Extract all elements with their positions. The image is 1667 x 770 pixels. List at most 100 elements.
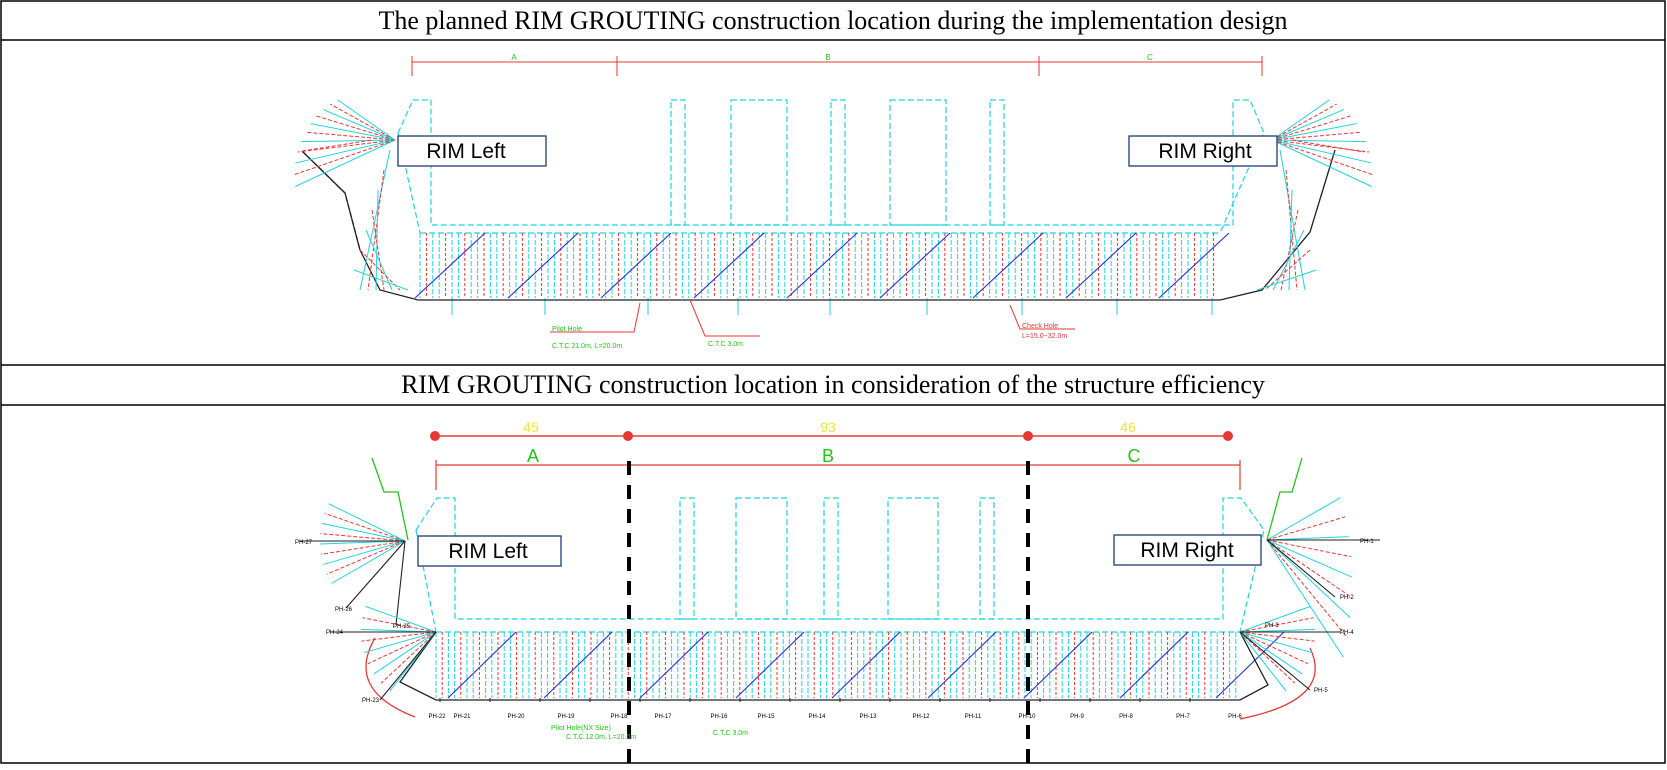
bottom-rim-right-box: RIM Right xyxy=(1113,534,1262,566)
rim-fan-hole xyxy=(1266,539,1353,578)
top-rim-right-label: RIM Right xyxy=(1158,140,1252,163)
rim-fan-hole xyxy=(371,209,385,291)
top-cross-section: A B C RIM xyxy=(294,53,1373,350)
bottom-section-a-label: A xyxy=(527,446,539,466)
rim-fan-hole xyxy=(1271,131,1362,141)
rim-fan-hole xyxy=(365,229,393,291)
rim-fan-hole xyxy=(310,123,396,141)
pilot-hole-diagonal xyxy=(786,232,858,299)
rim-fan-hole xyxy=(1256,269,1317,291)
bottom-grout-curtain xyxy=(435,631,1285,702)
bottom-hole-label-ph23: PH-23 xyxy=(362,698,380,704)
bottom-section-c-label: C xyxy=(1128,446,1141,466)
rim-fan-hole xyxy=(328,503,406,542)
pilot-hole-diagonal xyxy=(507,232,579,299)
rim-fan-hole xyxy=(1239,631,1315,642)
top-section-a-label: A xyxy=(511,53,517,62)
rim-fan-hole xyxy=(365,605,437,633)
rim-fan-hole xyxy=(373,631,437,675)
rim-fan-hole xyxy=(359,149,391,291)
pilot-hole-diagonal xyxy=(693,232,765,299)
rim-fan-hole xyxy=(295,139,396,164)
rim-fan-hole xyxy=(1271,99,1330,141)
rim-fan-hole xyxy=(330,103,396,141)
hole-label-ph-16: PH-16 xyxy=(710,714,728,720)
top-pilot-hole-title: Pilot Hole xyxy=(552,326,582,333)
rim-fan-hole xyxy=(1266,539,1348,638)
rim-fan-hole xyxy=(363,631,437,654)
rim-fan-hole xyxy=(297,139,396,153)
top-check-hole-title: Check Hole xyxy=(1022,323,1058,330)
rim-fan-hole xyxy=(361,631,437,642)
top-rim-fans xyxy=(294,99,1373,291)
rim-fan-hole xyxy=(1239,631,1309,665)
bottom-length-line xyxy=(430,431,1233,441)
bottom-hole-label-ph27: PH-27 xyxy=(295,540,313,546)
rim-fan-hole xyxy=(321,522,406,542)
rim-fan-hole xyxy=(362,617,437,633)
rim-fan-hole xyxy=(1272,229,1305,291)
pilot-hole-diagonal xyxy=(831,631,901,699)
bottom-length-a: 45 xyxy=(523,419,539,435)
rim-fan-hole xyxy=(1271,115,1351,141)
bottom-length-c: 46 xyxy=(1120,419,1136,435)
bottom-hole-label-row: PH-22 PH-21 PH-20 PH-19 PH-18 PH-17 PH-16 PH-15… xyxy=(428,714,1242,720)
pilot-hole-diagonal xyxy=(414,232,486,299)
rim-fan-hole xyxy=(359,249,401,291)
rim-fan-hole xyxy=(1266,539,1352,558)
pilot-hole-diagonal xyxy=(1119,631,1189,699)
hole-label-ph-21: PH-21 xyxy=(453,714,471,720)
hole-label-ph-13: PH-13 xyxy=(859,714,877,720)
pilot-hole-diagonal xyxy=(1023,631,1093,699)
bottom-section-dividers xyxy=(627,461,1030,765)
rim-fan-hole xyxy=(324,512,406,542)
rim-fan-hole xyxy=(323,540,406,565)
rim-fan-hole xyxy=(1271,103,1337,141)
top-check-hole-spec: L=15.0~32.0m xyxy=(1022,333,1067,340)
pilot-hole-diagonal xyxy=(447,631,517,699)
bottom-rim-right-label: RIM Right xyxy=(1140,539,1234,562)
rim-fan-hole xyxy=(353,269,409,291)
top-notes xyxy=(550,299,1075,337)
bottom-ground-slopes xyxy=(371,457,1303,541)
rim-fan-hole xyxy=(301,139,396,143)
pilot-hole-diagonal xyxy=(1065,232,1137,299)
pilot-hole-diagonal xyxy=(927,631,997,699)
rim-pilot-hole xyxy=(1266,539,1336,598)
rim-fan-hole xyxy=(1280,209,1299,291)
bottom-hole-label-ph4: PH-4 xyxy=(1340,630,1354,636)
rim-fan-hole xyxy=(1239,631,1287,692)
bottom-pilot-hole-spec: C.T.C 12.0m, L=20.0m xyxy=(566,734,636,741)
rim-fan-hole xyxy=(1239,631,1303,675)
rim-fan-hole xyxy=(1288,189,1293,291)
top-rim-right-box: RIM Right xyxy=(1128,135,1278,167)
rim-fan-hole xyxy=(367,631,437,665)
bottom-hole-label-ph24: PH-24 xyxy=(326,630,344,636)
rim-fan-hole xyxy=(1239,631,1313,654)
bottom-ctc-note: C.T.C 3.0m xyxy=(713,730,748,737)
rim-fan-hole xyxy=(1271,139,1366,143)
hole-label-ph-12: PH-12 xyxy=(912,714,930,720)
rim-fan-hole xyxy=(331,540,406,584)
top-rim-left-box: RIM Left xyxy=(397,135,547,167)
hole-label-ph-14: PH-14 xyxy=(808,714,826,720)
bottom-panel-title: RIM GROUTING construction location in co… xyxy=(401,370,1265,399)
top-section-c-label: C xyxy=(1147,53,1153,62)
rim-pilot-hole xyxy=(345,540,406,609)
pilot-hole-diagonal xyxy=(1215,631,1285,699)
hole-label-ph-17: PH-17 xyxy=(654,714,672,720)
bottom-length-node-4 xyxy=(1223,431,1233,441)
rim-fan-hole xyxy=(1291,139,1365,153)
bottom-rim-fans xyxy=(300,497,1380,701)
bottom-foundation-outline xyxy=(399,631,1269,701)
top-grout-curtain xyxy=(414,232,1230,315)
pilot-hole-diagonal xyxy=(1158,232,1230,299)
hole-label-ph-11: PH-11 xyxy=(965,714,982,720)
rim-fan-hole xyxy=(320,533,406,542)
pilot-hole-diagonal xyxy=(879,232,951,299)
rim-fan-hole xyxy=(294,139,396,175)
hole-label-ph-15: PH-15 xyxy=(757,714,775,720)
